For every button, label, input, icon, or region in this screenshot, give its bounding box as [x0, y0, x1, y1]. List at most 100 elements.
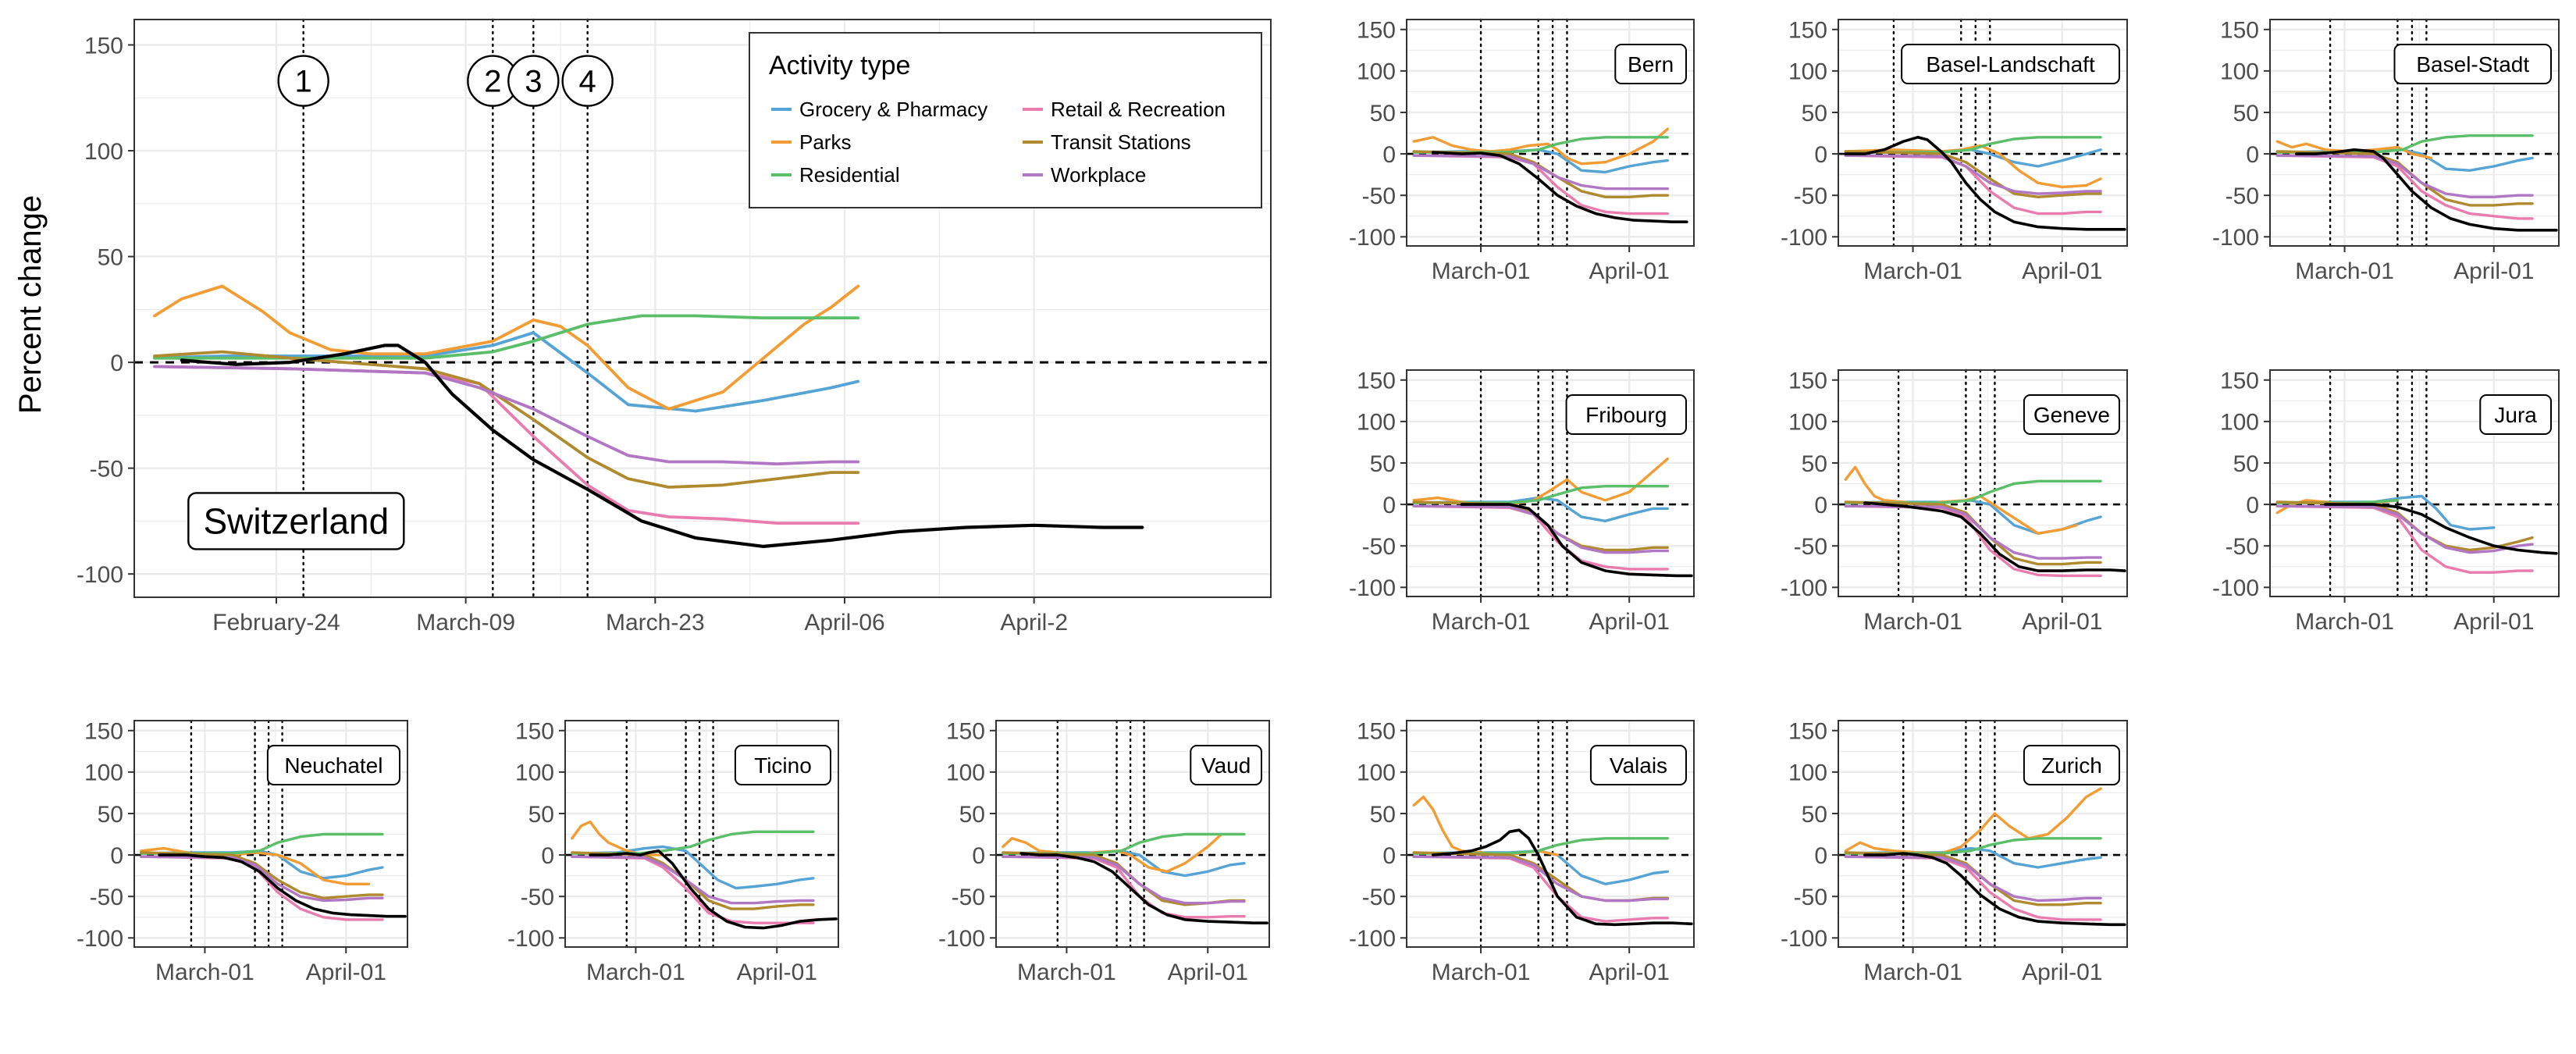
panel-label: Switzerland [187, 492, 405, 550]
panel-fribourg: 150 100 50 0 -50 -100 March-01 April-01 Fribourg [1349, 369, 1695, 635]
panel-label-box [2393, 44, 2553, 84]
y-tick-label: -50 [1794, 183, 1827, 209]
y-tick-label: 0 [110, 351, 123, 376]
series-line-transit-stations [140, 851, 384, 900]
y-tick-label: 0 [541, 843, 554, 869]
legend: Activity type Grocery & Pharmacy Parks Resi… [749, 32, 1262, 208]
series-line-residential [2275, 134, 2534, 154]
y-tick-label: 100 [1788, 760, 1827, 786]
event-marker-circle [507, 55, 560, 107]
panel-label: Zurich [2023, 745, 2120, 785]
x-tick-label: April-01 [2453, 609, 2534, 635]
y-tick-label: 0 [1382, 142, 1396, 168]
event-marker: 2 [467, 55, 519, 107]
y-tick-label: 100 [515, 760, 554, 786]
panel-label: Vaud [1190, 745, 1263, 785]
y-tick-label: 0 [110, 843, 123, 869]
x-tick-label: April-2 [1000, 610, 1068, 636]
x-tick-label: March-01 [2295, 609, 2394, 635]
series-line-parks [1844, 787, 2102, 855]
panel-border [2269, 19, 2560, 247]
y-tick-label: 50 [98, 244, 123, 270]
series-line-residential [1412, 485, 1670, 504]
event-marker-circle [561, 55, 614, 107]
series-line-reproduction [1844, 136, 2126, 231]
series-line-reproduction [1863, 852, 2126, 927]
panel-label-text: Basel-Stadt [2416, 52, 2529, 77]
y-tick-label: 0 [1814, 843, 1827, 869]
x-tick-label: March-01 [2295, 258, 2394, 284]
panel-label-text: Zurich [2041, 753, 2102, 778]
panel-label: Ticino [734, 745, 831, 785]
panel-border [995, 720, 1270, 948]
x-tick-label: April-01 [2022, 258, 2102, 284]
y-tick-label: 150 [1357, 18, 1396, 44]
y-tick-label: 100 [946, 760, 985, 786]
legend-title: Activity type [769, 51, 910, 80]
series-line-workplace [1412, 154, 1670, 191]
series-line-workplace [1844, 504, 2102, 560]
y-tick-label: 50 [2233, 451, 2259, 477]
legend-label: Transit Stations [1051, 130, 1191, 154]
panel-label-box [2479, 394, 2553, 435]
y-tick-label: -50 [1794, 534, 1827, 560]
panel-label: Basel-Landschaft [1901, 44, 2121, 84]
panel-label-box [266, 745, 400, 785]
panel-label-text: Vaud [1201, 753, 1251, 778]
series-line-residential [153, 314, 860, 360]
y-tick-label: 50 [959, 802, 985, 828]
panel-label-box [1589, 745, 1688, 785]
event-marker-label: 1 [295, 65, 312, 99]
series-line-reproduction [2324, 503, 2558, 555]
panel-label-box [2023, 745, 2120, 785]
series-line-parks [153, 284, 860, 411]
x-tick-label: April-01 [1589, 960, 1670, 985]
panel-border [2269, 369, 2560, 597]
x-tick-label: March-01 [1863, 258, 1962, 284]
panel-label: Bern [1614, 44, 1688, 84]
panel-geneve: 150 100 50 0 -50 -100 March-01 April-01 Geneve [1781, 369, 2128, 635]
series-line-transit-stations [2275, 500, 2534, 552]
series-line-workplace [153, 365, 860, 466]
y-tick-label: -100 [1781, 225, 1827, 251]
y-tick-label: 50 [528, 802, 554, 828]
x-tick-label: March-01 [1863, 609, 1962, 635]
y-tick-label: 150 [1357, 369, 1396, 394]
y-tick-label: 150 [1357, 719, 1396, 745]
panel-label-box [1565, 394, 1688, 435]
panel-border [133, 19, 1272, 598]
panel-border [1838, 19, 2128, 247]
panel-label-box [2023, 394, 2120, 435]
series-line-reproduction [1019, 852, 1268, 924]
series-line-residential [1844, 479, 2102, 504]
panel-label: Basel-Stadt [2393, 44, 2553, 84]
x-tick-label: April-01 [2453, 258, 2534, 284]
x-tick-label: March-01 [1432, 258, 1531, 284]
y-tick-label: 0 [2246, 493, 2259, 518]
y-tick-label: 0 [1382, 493, 1396, 518]
panel-jura: 150 100 50 0 -50 -100 March-01 April-01 Jura [2212, 369, 2560, 635]
y-tick-label: -100 [2212, 575, 2259, 601]
y-tick-label: 0 [1382, 843, 1396, 869]
y-tick-label: -100 [1781, 926, 1827, 952]
y-tick-label: 150 [84, 33, 123, 59]
panel-label: Geneve [2023, 394, 2120, 435]
y-tick-label: -100 [2212, 225, 2259, 251]
series-line-residential [1844, 136, 2102, 154]
y-tick-label: -50 [2226, 183, 2259, 209]
y-tick-label: 150 [946, 719, 985, 745]
y-tick-label: 100 [1357, 410, 1396, 436]
panel-label-text: Switzerland [203, 500, 389, 541]
y-tick-label: 100 [1357, 59, 1396, 85]
panel-label-text: Jura [2494, 403, 2537, 427]
series-line-residential [1412, 136, 1670, 154]
y-tick-label: -50 [1362, 183, 1396, 209]
series-line-residential [140, 832, 384, 855]
series-line-reproduction [1431, 828, 1693, 927]
event-marker-label: 3 [525, 65, 542, 99]
y-tick-label: 100 [1788, 59, 1827, 85]
panel-ticino: 150 100 50 0 -50 -100 March-01 April-01 Ticino [507, 719, 839, 985]
panel-label-text: Ticino [754, 753, 812, 778]
x-tick-label: March-01 [1863, 960, 1962, 985]
